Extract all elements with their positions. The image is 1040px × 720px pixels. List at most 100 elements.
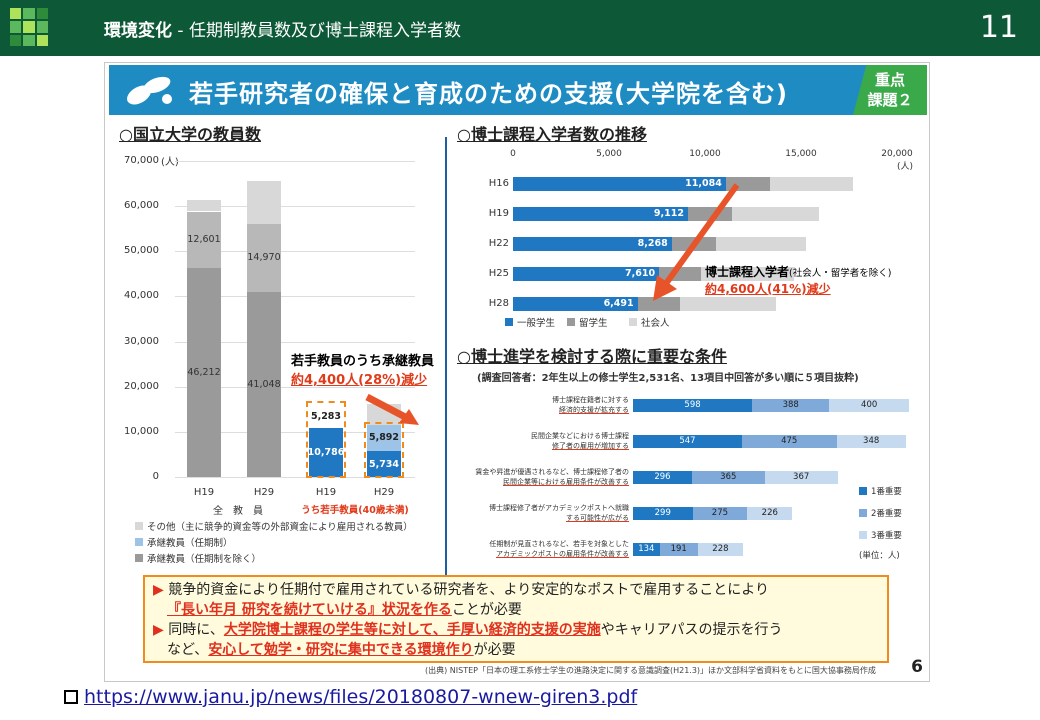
bar-working xyxy=(732,207,819,221)
bar-segment: 12,601 xyxy=(187,211,221,269)
survey-label-1: 任期制が見直されるなど、若手を対象とした xyxy=(489,540,629,548)
survey-bar-segment: 299 xyxy=(633,507,693,520)
right-arrow xyxy=(653,183,740,301)
bar-general: 6,491 xyxy=(513,297,638,311)
bar-general: 7,610 xyxy=(513,267,660,281)
bar-segment xyxy=(187,200,221,212)
survey-bar-segment: 598 xyxy=(633,399,753,412)
gridline xyxy=(175,161,415,162)
vertical-divider xyxy=(445,137,447,577)
leaf-logo-icon xyxy=(127,76,172,105)
survey-bar-segment: 365 xyxy=(691,471,765,484)
legend-item: 留学生 xyxy=(567,315,608,329)
group-label-young: うち若手教員(40歳未満) xyxy=(301,505,409,516)
young-bar-outline xyxy=(364,421,404,478)
gridline xyxy=(175,206,415,208)
left-arrow xyxy=(365,393,419,425)
legend-swatch xyxy=(505,318,513,326)
x-tick-label: H19 xyxy=(315,487,337,498)
legend-swatch xyxy=(135,538,143,546)
source-note: (出典) NISTEP「日本の理工系修士学生の進路決定に関する意識調査(H21.… xyxy=(425,666,876,675)
bar-segment: 41,048 xyxy=(247,291,281,477)
x-tick-label: H19 xyxy=(193,487,215,498)
right-unit: (人) xyxy=(897,162,914,172)
legend-label: 社会人 xyxy=(641,318,670,329)
survey-bar-segment: 228 xyxy=(697,543,744,556)
legend-item: 社会人 xyxy=(629,315,670,329)
slide-banner: 若手研究者の確保と育成のための支援(大学院を含む) 重点 課題２ xyxy=(109,65,927,115)
legend-item: その他（主に競争的資金等の外部資金により雇用される教員） xyxy=(135,519,413,533)
legend-item: 一般学生 xyxy=(505,315,555,329)
survey-subtitle: (調査回答者：2年生以上の修士学生2,531名、13項目中回答が多い順に５項目抜… xyxy=(477,373,859,384)
legend-swatch xyxy=(859,487,867,495)
legend-label: 承継教員（任期制） xyxy=(147,538,233,549)
survey-label-2: 経済的支援が拡充する xyxy=(559,406,629,414)
legend-item: 承継教員（任期制） xyxy=(135,535,233,549)
header-title: 環境変化 - 任期制教員数及び博士課程入学者数 xyxy=(104,21,461,41)
legend-swatch xyxy=(135,522,143,530)
priority-badge: 重点 課題２ xyxy=(853,65,927,115)
survey-bar-segment: 134 xyxy=(633,543,660,556)
gridline xyxy=(175,341,415,343)
bar-working xyxy=(679,297,776,311)
y-tick-label: H28 xyxy=(488,298,509,309)
survey-bar-segment: 367 xyxy=(764,471,838,484)
left-unit: (人) xyxy=(161,157,179,168)
x-tick-label: H29 xyxy=(253,487,275,498)
legend-swatch xyxy=(135,554,143,562)
survey-bar-segment: 388 xyxy=(752,399,830,412)
legend-label: 2番重要 xyxy=(871,509,902,519)
survey-bar-segment: 475 xyxy=(741,435,837,448)
bar-segment: 46,212 xyxy=(187,268,221,477)
legend-label: その他（主に競争的資金等の外部資金により雇用される教員） xyxy=(147,522,413,533)
survey-label-1: 民間企業などにおける博士課程 xyxy=(531,432,629,440)
x-tick-label: 15,000 xyxy=(785,149,817,159)
y-tick-label: 30,000 xyxy=(124,335,159,347)
bar-working xyxy=(769,177,853,191)
survey-heading: ○博士進学を検討する際に重要な条件 xyxy=(457,347,727,366)
y-tick-label: H16 xyxy=(488,178,509,189)
legend-label: 承継教員（任期制を除く） xyxy=(147,554,262,565)
x-tick-label: 20,000 xyxy=(881,149,913,159)
y-tick-label: 20,000 xyxy=(124,380,159,392)
y-tick-label: 70,000 xyxy=(124,155,159,166)
source-link[interactable]: https://www.janu.jp/news/files/20180807-… xyxy=(84,686,638,708)
survey-label-1: 博士課程修了者がアカデミックポストへ就職 xyxy=(489,504,629,512)
y-tick-label: 40,000 xyxy=(124,290,159,302)
legend-label: 1番重要 xyxy=(871,487,902,497)
gridline xyxy=(175,477,415,478)
legend-swatch xyxy=(629,318,637,326)
y-tick-label: H22 xyxy=(488,238,509,249)
legend-label: 留学生 xyxy=(579,318,608,329)
bar-segment: 5,283 xyxy=(309,404,343,429)
bar-general: 9,112 xyxy=(513,207,688,221)
right-chart-heading: ○博士課程入学者数の推移 xyxy=(457,125,647,144)
x-tick-label: H29 xyxy=(373,487,395,498)
legend-item: 1番重要 xyxy=(859,485,902,497)
left-chart-heading: ○国立大学の教員数 xyxy=(119,125,261,144)
survey-bar-segment: 348 xyxy=(836,435,906,448)
gridline xyxy=(175,251,415,253)
y-tick-label: 0 xyxy=(152,471,159,482)
slide-page-number: 6 xyxy=(911,657,923,677)
y-tick-label: H25 xyxy=(488,268,509,279)
legend-label: 一般学生 xyxy=(517,318,556,329)
survey-bar-segment: 226 xyxy=(747,507,793,520)
x-tick-label: 10,000 xyxy=(689,149,721,159)
legend-swatch xyxy=(859,509,867,517)
y-tick-label: 10,000 xyxy=(124,425,159,437)
y-tick-label: H19 xyxy=(488,208,509,219)
gridline xyxy=(175,431,415,433)
x-tick-label: 5,000 xyxy=(596,149,622,159)
legend-swatch xyxy=(567,318,575,326)
survey-label-2: アカデミックポストの雇用条件が改善する xyxy=(496,550,629,558)
bar-segment: 5,734 xyxy=(367,451,401,477)
legend-item: 2番重要 xyxy=(859,507,902,519)
bar-working xyxy=(701,267,794,281)
survey-label-1: 博士課程在籍者に対する xyxy=(552,396,629,404)
survey-label-2: する可能性が広がる xyxy=(566,514,629,522)
survey-bar-segment: 191 xyxy=(659,543,698,556)
conclusion-box: ▶ 競争的資金により任期付で雇用されている研究者を、より安定的なポストで雇用する… xyxy=(143,575,889,663)
embedded-slide: 若手研究者の確保と育成のための支援(大学院を含む) 重点 課題２ ○国立大学の教員… xyxy=(104,62,930,682)
slide-header: 環境変化 - 任期制教員数及び博士課程入学者数 11 xyxy=(0,0,1040,56)
